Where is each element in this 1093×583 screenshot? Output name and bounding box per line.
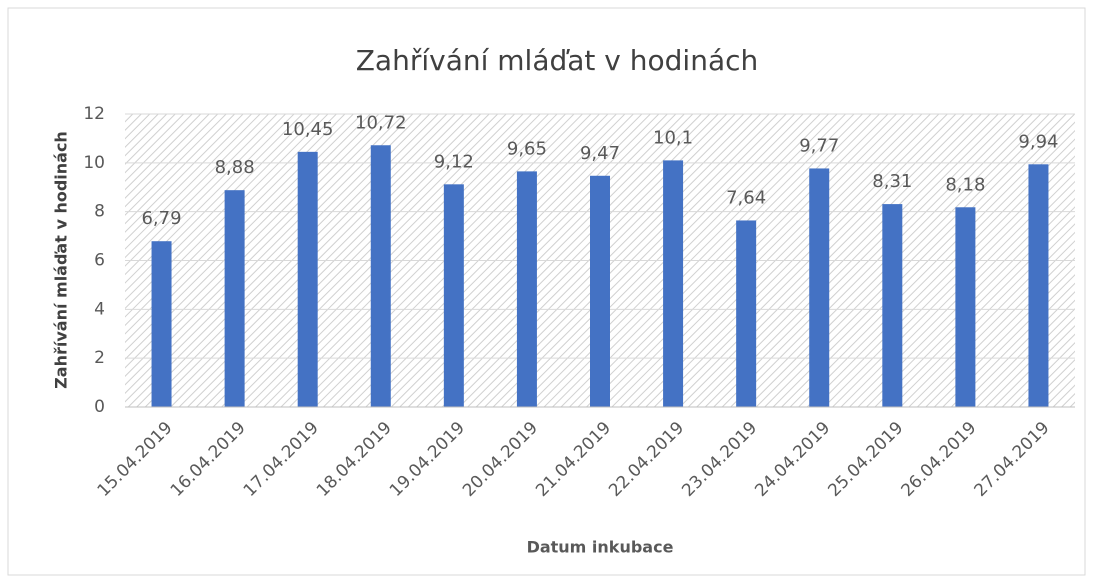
data-label: 9,77 — [799, 135, 839, 156]
data-label: 10,72 — [355, 112, 407, 133]
y-tick-label: 10 — [83, 153, 105, 173]
bar — [151, 241, 172, 407]
y-tick-label: 4 — [94, 299, 105, 319]
data-label: 9,12 — [434, 151, 474, 172]
data-label: 10,1 — [653, 127, 693, 148]
bar — [590, 175, 610, 407]
data-label: 9,94 — [1018, 131, 1058, 152]
bar — [955, 207, 976, 407]
bar — [663, 160, 684, 407]
y-axis-label: Zahřívání mláďat v hodinách — [52, 131, 71, 389]
bar — [1028, 164, 1049, 407]
data-label: 9,47 — [580, 143, 620, 164]
y-tick-label: 0 — [94, 397, 105, 417]
y-tick-label: 8 — [94, 202, 105, 222]
chart-title: Zahřívání mláďat v hodinách — [356, 44, 759, 77]
data-label: 8,18 — [945, 174, 985, 195]
bar — [882, 204, 903, 407]
data-label: 10,45 — [282, 119, 334, 140]
bar — [224, 190, 245, 407]
data-label: 8,88 — [215, 157, 255, 178]
data-label: 7,64 — [726, 187, 766, 208]
bar — [297, 151, 318, 407]
bar — [370, 145, 391, 407]
bar — [516, 171, 537, 407]
bar — [809, 168, 830, 407]
data-label: 8,31 — [872, 171, 912, 192]
data-label: 6,79 — [141, 208, 181, 229]
data-label: 9,65 — [507, 138, 547, 159]
y-tick-label: 12 — [83, 104, 105, 124]
y-tick-label: 6 — [94, 251, 105, 271]
bar — [736, 220, 757, 407]
x-axis-label: Datum inkubace — [527, 538, 674, 557]
y-tick-label: 2 — [94, 348, 105, 368]
bar — [443, 184, 464, 407]
